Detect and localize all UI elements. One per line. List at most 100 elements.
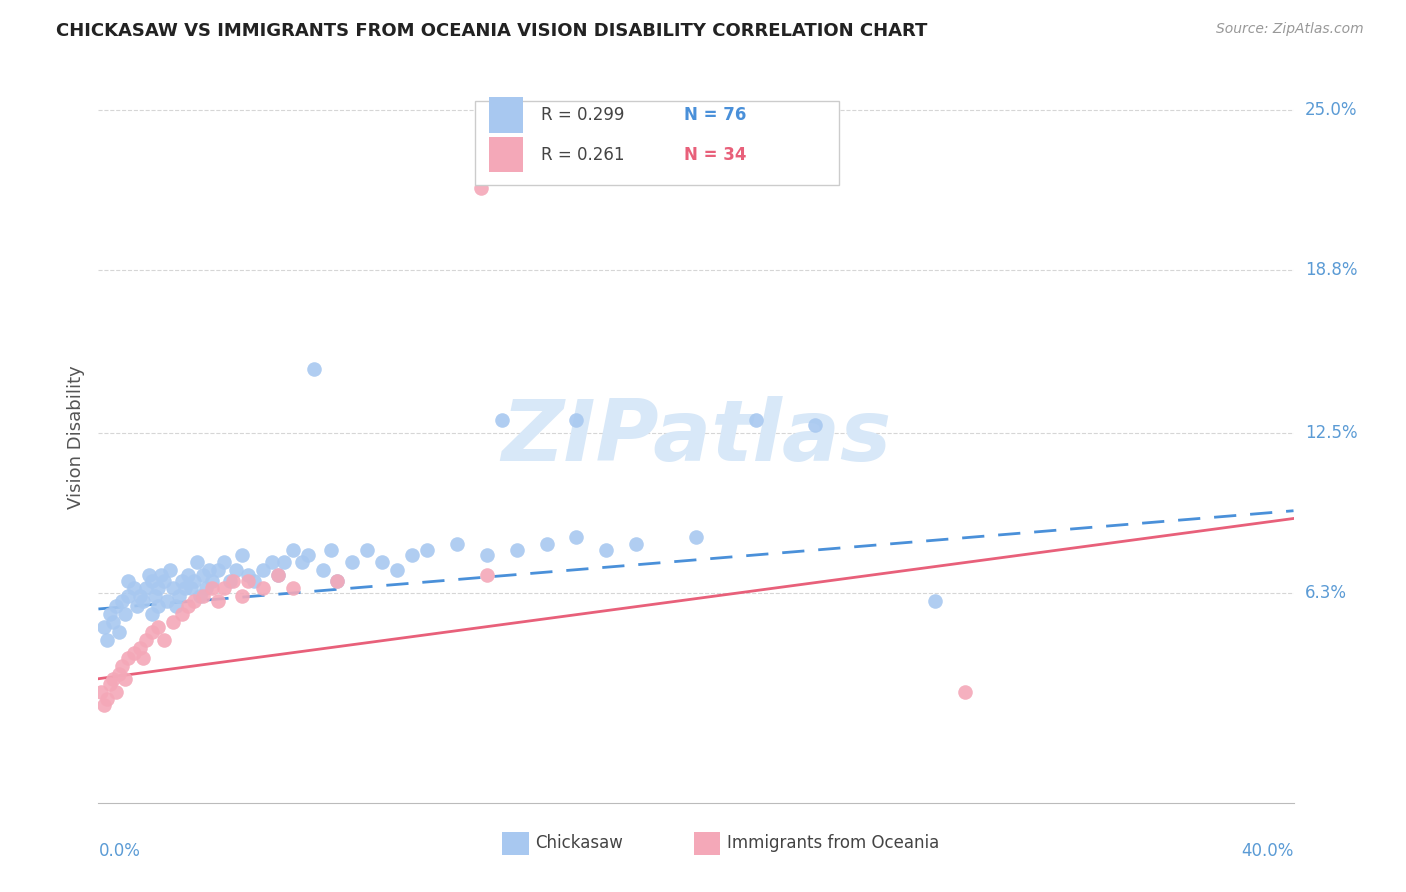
- Point: [162, 582, 184, 596]
- Point: [114, 607, 136, 621]
- Point: [281, 542, 304, 557]
- Point: [172, 574, 194, 588]
- Point: [98, 677, 122, 691]
- Point: [685, 530, 707, 544]
- Point: [924, 594, 946, 608]
- Point: [124, 646, 146, 660]
- Point: [401, 548, 423, 562]
- Point: [565, 530, 588, 544]
- Point: [141, 607, 163, 621]
- FancyBboxPatch shape: [475, 101, 839, 185]
- Point: [172, 607, 194, 621]
- Point: [191, 589, 214, 603]
- Point: [342, 556, 364, 570]
- Point: [506, 542, 529, 557]
- Point: [180, 582, 202, 596]
- Point: [183, 594, 205, 608]
- Point: [201, 582, 224, 596]
- Text: 18.8%: 18.8%: [1305, 261, 1357, 279]
- Point: [195, 582, 218, 596]
- Point: [132, 651, 155, 665]
- Point: [159, 563, 181, 577]
- Point: [475, 568, 498, 582]
- Point: [117, 574, 139, 588]
- Point: [90, 684, 112, 698]
- Point: [111, 658, 134, 673]
- Point: [243, 574, 266, 588]
- Bar: [489, 97, 523, 133]
- Point: [148, 599, 170, 614]
- Point: [291, 556, 314, 570]
- Point: [236, 568, 259, 582]
- Point: [252, 582, 274, 596]
- Point: [225, 563, 247, 577]
- Point: [536, 537, 558, 551]
- Text: ZIPatlas: ZIPatlas: [501, 395, 891, 479]
- Point: [236, 574, 259, 588]
- Point: [207, 594, 229, 608]
- Point: [148, 582, 170, 596]
- Point: [297, 548, 319, 562]
- Point: [371, 556, 394, 570]
- Point: [135, 632, 157, 647]
- Point: [148, 620, 170, 634]
- Point: [127, 599, 149, 614]
- Point: [595, 542, 617, 557]
- Point: [129, 640, 152, 655]
- Point: [153, 574, 176, 588]
- Point: [491, 413, 513, 427]
- Point: [565, 413, 588, 427]
- Point: [98, 607, 122, 621]
- Point: [167, 589, 190, 603]
- Text: Chickasaw: Chickasaw: [534, 834, 623, 852]
- Point: [141, 625, 163, 640]
- Point: [138, 568, 160, 582]
- Point: [108, 625, 131, 640]
- Point: [105, 684, 128, 698]
- Point: [132, 594, 155, 608]
- Point: [177, 599, 200, 614]
- Text: R = 0.299: R = 0.299: [541, 106, 640, 124]
- Point: [188, 589, 211, 603]
- Point: [273, 556, 295, 570]
- Point: [124, 582, 146, 596]
- Point: [326, 574, 349, 588]
- Point: [212, 556, 235, 570]
- Point: [267, 568, 290, 582]
- Point: [219, 574, 242, 588]
- Point: [281, 582, 304, 596]
- Text: 6.3%: 6.3%: [1305, 584, 1347, 602]
- Point: [117, 589, 139, 603]
- Point: [96, 692, 118, 706]
- Point: [416, 542, 439, 557]
- Point: [174, 582, 197, 596]
- Bar: [489, 137, 523, 172]
- Bar: [502, 832, 529, 855]
- Point: [302, 361, 325, 376]
- Point: [93, 620, 115, 634]
- Point: [626, 537, 648, 551]
- Point: [212, 582, 235, 596]
- Point: [470, 180, 492, 194]
- Point: [177, 568, 200, 582]
- Point: [183, 574, 205, 588]
- Text: Immigrants from Oceania: Immigrants from Oceania: [727, 834, 939, 852]
- Point: [143, 589, 166, 603]
- Point: [117, 651, 139, 665]
- Point: [103, 672, 125, 686]
- Point: [93, 698, 115, 712]
- Point: [111, 594, 134, 608]
- Point: [953, 684, 976, 698]
- Text: Source: ZipAtlas.com: Source: ZipAtlas.com: [1216, 22, 1364, 37]
- Text: 12.5%: 12.5%: [1305, 425, 1357, 442]
- Text: 40.0%: 40.0%: [1241, 842, 1294, 860]
- Point: [129, 589, 152, 603]
- Point: [252, 563, 274, 577]
- Point: [222, 574, 245, 588]
- Point: [321, 542, 343, 557]
- Point: [162, 615, 184, 629]
- Point: [804, 418, 827, 433]
- Text: CHICKASAW VS IMMIGRANTS FROM OCEANIA VISION DISABILITY CORRELATION CHART: CHICKASAW VS IMMIGRANTS FROM OCEANIA VIS…: [56, 22, 928, 40]
- Text: N = 76: N = 76: [685, 106, 747, 124]
- Point: [156, 594, 179, 608]
